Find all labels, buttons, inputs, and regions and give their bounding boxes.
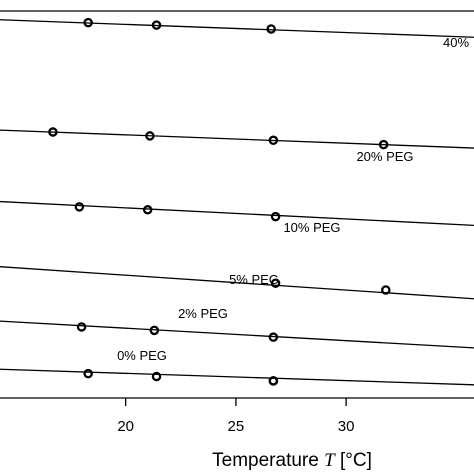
data-point-20pct-peg-4 xyxy=(378,139,389,150)
data-point-40pct-peg-3 xyxy=(266,24,276,34)
series-label-40pct-peg: 40% xyxy=(443,35,469,50)
fit-line-10pct-peg xyxy=(0,200,474,227)
series-label-5pct-peg: 5% PEG xyxy=(229,272,279,287)
x-axis-title-variable: T xyxy=(324,450,336,471)
series-label-0pct-peg: 0% PEG xyxy=(117,348,167,363)
x-tick-label-30: 30 xyxy=(338,418,355,435)
data-point-40pct-peg-1 xyxy=(83,17,93,28)
data-point-0pct-peg-4 xyxy=(268,376,279,386)
series-labels: 40% 20% PEG 10% PEG 5% PEG 2% PEG 0% PEG xyxy=(117,35,469,363)
data-points xyxy=(48,17,391,386)
data-point-0pct-peg-2 xyxy=(151,371,162,382)
series-label-2pct-peg: 2% PEG xyxy=(178,306,228,321)
x-axis-title: Temperature T [°C] xyxy=(212,450,372,471)
data-point-10pct-peg-2 xyxy=(142,205,153,215)
x-axis-title-suffix: [°C] xyxy=(335,450,372,471)
data-point-20pct-peg-3 xyxy=(268,135,279,146)
fit-line-0pct-peg xyxy=(0,368,474,386)
data-point-10pct-peg-3 xyxy=(270,211,281,222)
data-point-40pct-peg-2 xyxy=(151,20,162,30)
fit-line-5pct-peg xyxy=(0,266,474,300)
fit-line-40pct-peg xyxy=(0,19,474,38)
series-label-20pct-peg: 20% PEG xyxy=(356,149,413,164)
series-label-10pct-peg: 10% PEG xyxy=(283,220,340,235)
x-ticks: 20 25 30 xyxy=(117,398,354,435)
data-point-10pct-peg-1 xyxy=(74,202,85,212)
data-point-5pct-peg-1 xyxy=(270,278,281,288)
data-point-2pct-peg-1 xyxy=(76,322,87,332)
fit-line-2pct-peg xyxy=(0,320,474,349)
fit-line-20pct-peg xyxy=(0,129,474,149)
x-tick-label-25: 25 xyxy=(228,418,245,435)
data-point-2pct-peg-2 xyxy=(149,325,160,336)
fit-lines xyxy=(0,19,474,386)
data-point-2pct-peg-3 xyxy=(268,332,279,342)
data-point-5pct-peg-2 xyxy=(381,285,391,295)
data-point-20pct-peg-1 xyxy=(48,127,58,137)
x-tick-label-20: 20 xyxy=(117,418,134,435)
x-axis-title-prefix: Temperature xyxy=(212,450,324,471)
data-point-0pct-peg-1 xyxy=(83,368,93,379)
data-point-20pct-peg-2 xyxy=(145,131,155,141)
